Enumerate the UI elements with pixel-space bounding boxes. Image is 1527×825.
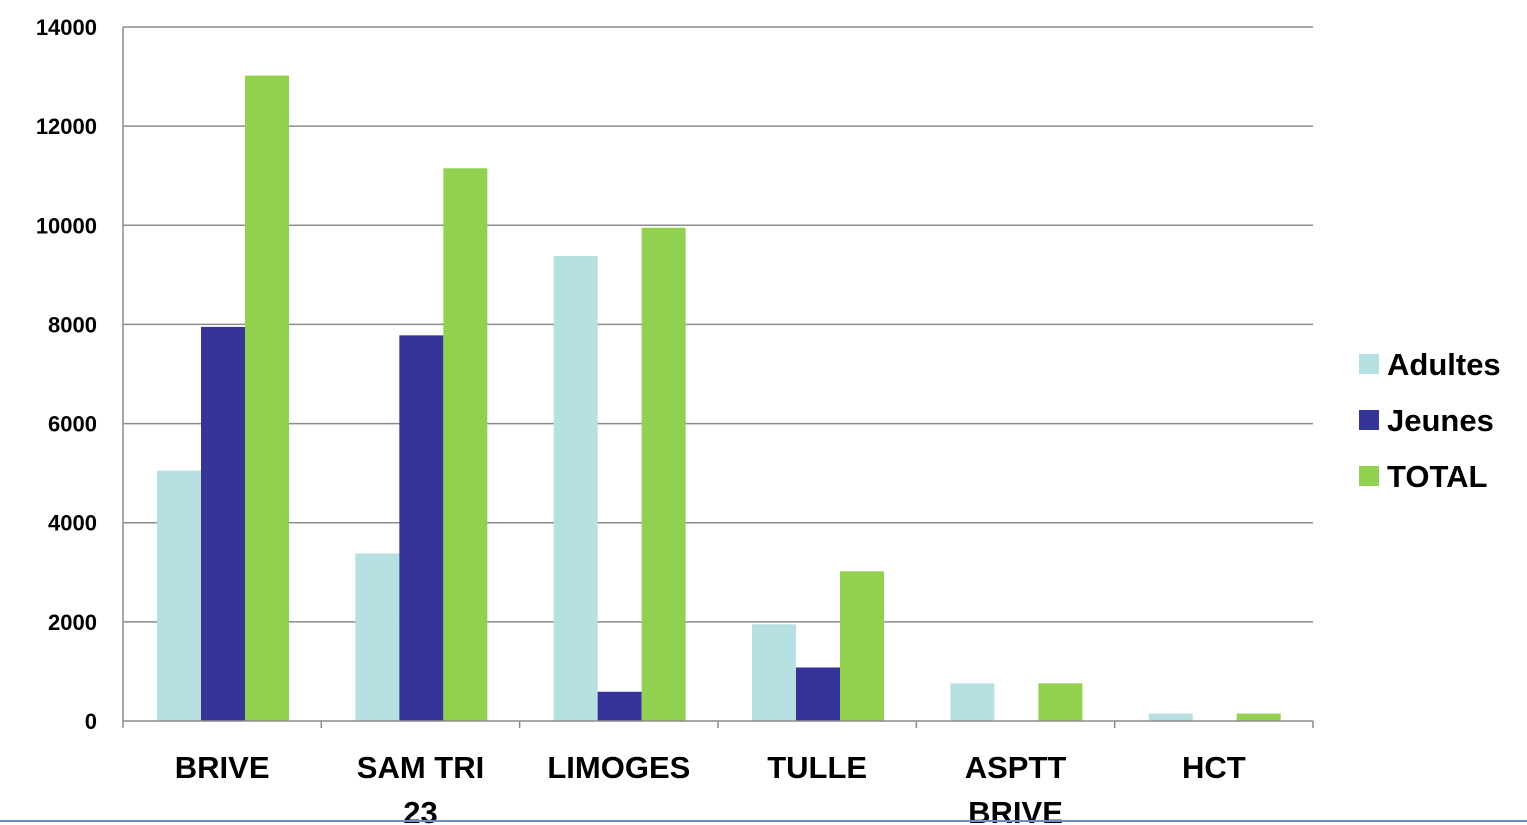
bar-jeunes-0 xyxy=(201,326,245,721)
bar-jeunes-1 xyxy=(399,335,444,721)
legend-label-jeunes: Jeunes xyxy=(1387,403,1494,438)
bar-total-4 xyxy=(1038,683,1083,721)
bar-adultes-2 xyxy=(553,256,598,721)
y-tick-label: 10000 xyxy=(36,213,97,238)
bar-adultes-0 xyxy=(157,470,201,721)
bar-total-5 xyxy=(1236,713,1281,721)
legend-label-total: TOTAL xyxy=(1387,459,1487,494)
legend-swatch-total xyxy=(1359,466,1379,486)
x-category-label: HCT xyxy=(1182,750,1246,785)
y-tick-label: 8000 xyxy=(48,312,97,337)
bar-jeunes-3 xyxy=(796,667,840,721)
y-tick-label: 4000 xyxy=(48,511,97,536)
y-axis-tick-labels: 0 2000 4000 6000 8000 10000 12000 14000 xyxy=(36,15,97,734)
legend-label-adultes: Adultes xyxy=(1387,347,1501,382)
bars xyxy=(157,75,1281,721)
bar-jeunes-2 xyxy=(597,691,642,721)
y-tick-label: 14000 xyxy=(36,15,97,40)
x-category-label: ASPTT xyxy=(965,750,1067,785)
y-tick-label: 12000 xyxy=(36,114,97,139)
y-tick-label: 2000 xyxy=(48,610,97,635)
bar-adultes-5 xyxy=(1148,713,1193,721)
legend-swatch-jeunes xyxy=(1359,410,1379,430)
x-category-label: LIMOGES xyxy=(547,750,690,785)
gridlines xyxy=(123,26,1313,623)
bar-total-3 xyxy=(840,571,884,721)
y-tick-label: 0 xyxy=(85,709,97,734)
legend: Adultes Jeunes TOTAL xyxy=(1359,347,1501,494)
x-category-label: TULLE xyxy=(767,750,867,785)
legend-swatch-adultes xyxy=(1359,354,1379,374)
bar-adultes-3 xyxy=(752,624,796,721)
bar-total-0 xyxy=(245,75,289,721)
bar-total-2 xyxy=(641,227,686,721)
x-category-label: SAM TRI xyxy=(357,750,484,785)
footer-rule xyxy=(0,820,1527,822)
x-category-label: BRIVE xyxy=(175,750,270,785)
bar-adultes-4 xyxy=(950,683,995,721)
bar-adultes-1 xyxy=(355,553,400,721)
y-tick-label: 6000 xyxy=(48,412,97,437)
axes xyxy=(122,27,1314,728)
bar-total-1 xyxy=(443,168,488,721)
